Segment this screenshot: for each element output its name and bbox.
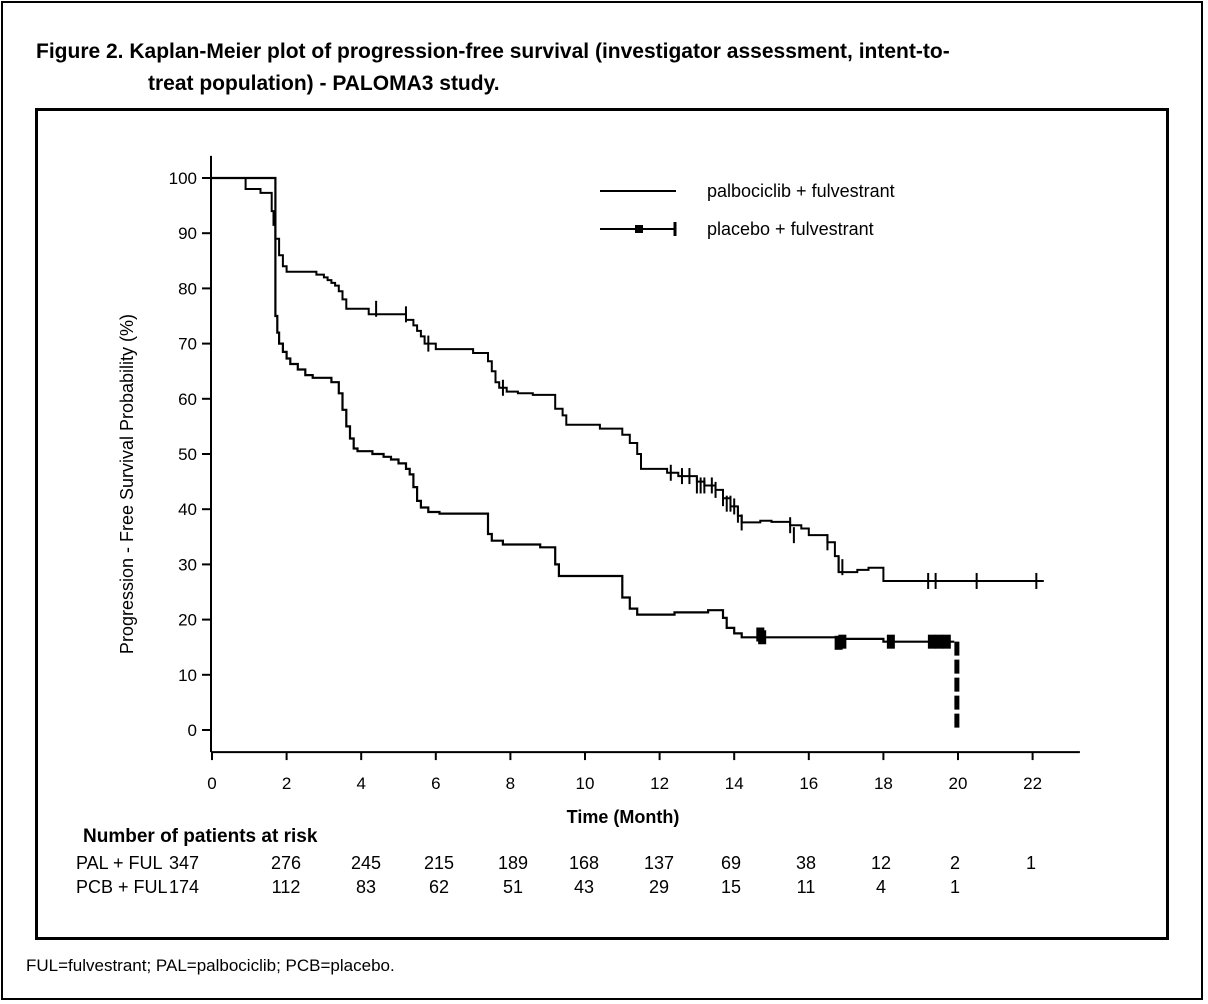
x-tick-label: 4 (356, 774, 365, 793)
risk-count: 15 (721, 877, 741, 897)
risk-row-label: PAL + FUL (76, 853, 163, 873)
x-tick-label: 8 (506, 774, 515, 793)
risk-count: 1 (950, 877, 960, 897)
risk-table-header: Number of patients at risk (83, 826, 318, 847)
survival-curves (212, 176, 1044, 730)
risk-count: 245 (351, 853, 381, 873)
risk-count: 29 (649, 877, 669, 897)
legend-label-2: placebo + fulvestrant (707, 219, 874, 239)
censor-mark (886, 634, 895, 649)
censor-mark (935, 634, 944, 649)
risk-count: 189 (498, 853, 528, 873)
footnote: FUL=fulvestrant; PAL=palbociclib; PCB=pl… (26, 956, 395, 975)
y-tick-label: 100 (169, 169, 197, 188)
x-tick-label: 18 (874, 774, 893, 793)
risk-count: 51 (503, 877, 523, 897)
x-tick-label: 14 (725, 774, 744, 793)
risk-count: 43 (574, 877, 594, 897)
risk-table: Number of patients at risk PAL + FUL 347 27… (76, 826, 1036, 897)
risk-count: 276 (271, 853, 301, 873)
legend-label-1: palbociclib + fulvestrant (707, 181, 895, 201)
risk-count: 12 (871, 853, 891, 873)
censor-mark (838, 634, 847, 649)
censor-mark (758, 630, 767, 645)
y-tick-label: 70 (178, 335, 197, 354)
y-tick-label: 40 (178, 500, 197, 519)
y-tick-label: 10 (178, 666, 197, 685)
figure-title-line-2: treat population) - PALOMA3 study. (148, 72, 500, 95)
y-tick-label: 0 (188, 721, 197, 740)
y-tick-label: 20 (178, 611, 197, 630)
risk-count: 69 (721, 853, 741, 873)
km-curve-1 (212, 177, 1044, 582)
legend-censor-square (635, 225, 643, 233)
risk-row-label: PCB + FUL (76, 877, 168, 897)
censor-mark (942, 634, 951, 649)
x-tick-label: 22 (1023, 774, 1042, 793)
risk-count: 2 (950, 853, 960, 873)
plot-frame (35, 108, 1169, 940)
censor-mark (927, 634, 936, 649)
risk-count: 11 (797, 877, 816, 897)
y-tick-label: 80 (178, 279, 197, 298)
risk-count: 1 (1026, 853, 1036, 873)
y-axis-label: Progression - Free Survival Probability … (117, 314, 137, 654)
x-tick-label: 0 (207, 774, 216, 793)
risk-count: 174 (169, 877, 199, 897)
x-tick-label: 10 (576, 774, 595, 793)
risk-count: 38 (796, 853, 816, 873)
risk-count: 137 (644, 853, 674, 873)
figure-title-line-1: Figure 2. Kaplan-Meier plot of progressi… (36, 40, 950, 63)
risk-count: 83 (356, 877, 376, 897)
x-axis-label: Time (Month) (567, 807, 680, 827)
y-tick-label: 30 (178, 555, 197, 574)
y-tick-label: 90 (178, 224, 197, 243)
risk-count: 112 (272, 877, 301, 897)
risk-count: 347 (169, 853, 199, 873)
y-tick-label: 50 (178, 445, 197, 464)
km-curve-2 (212, 176, 955, 643)
risk-count: 215 (424, 853, 454, 873)
x-tick-label: 6 (431, 774, 440, 793)
x-tick-label: 16 (799, 774, 818, 793)
risk-count: 168 (569, 853, 599, 873)
x-tick-label: 12 (650, 774, 669, 793)
risk-count: 4 (876, 877, 886, 897)
x-tick-label: 20 (949, 774, 968, 793)
risk-count: 62 (429, 877, 449, 897)
y-tick-label: 60 (178, 390, 197, 409)
x-tick-label: 2 (282, 774, 291, 793)
legend: palbociclib + fulvestrant placebo + fulve… (600, 181, 895, 239)
axes: 0 10 20 30 40 50 60 70 80 90 100 0 2 4 6 8 10 12 14 16 18 20 2… (117, 155, 1080, 827)
